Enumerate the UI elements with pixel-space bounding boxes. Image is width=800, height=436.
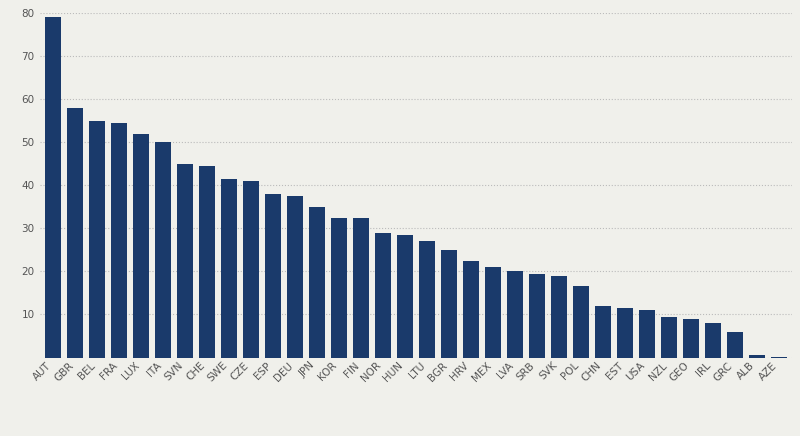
Bar xyxy=(45,17,62,358)
Bar xyxy=(550,276,567,358)
Bar xyxy=(330,218,347,358)
Bar xyxy=(749,354,765,358)
Bar xyxy=(287,196,303,358)
Bar xyxy=(726,332,743,358)
Bar xyxy=(661,317,677,358)
Bar xyxy=(155,142,171,358)
Bar xyxy=(67,108,83,358)
Bar xyxy=(89,121,106,358)
Bar xyxy=(705,323,721,358)
Bar xyxy=(243,181,259,358)
Bar xyxy=(594,306,611,358)
Bar xyxy=(441,250,458,358)
Bar xyxy=(617,308,633,358)
Bar xyxy=(770,357,787,358)
Bar xyxy=(133,133,150,358)
Bar xyxy=(682,319,699,358)
Bar xyxy=(397,235,414,358)
Bar xyxy=(638,310,655,358)
Bar xyxy=(199,166,215,358)
Bar xyxy=(506,271,523,358)
Bar xyxy=(265,194,282,358)
Bar xyxy=(374,233,391,358)
Bar xyxy=(529,273,545,358)
Bar xyxy=(309,207,326,358)
Bar xyxy=(111,123,127,358)
Bar xyxy=(221,179,238,358)
Bar xyxy=(353,218,370,358)
Bar xyxy=(485,267,502,358)
Bar xyxy=(177,164,194,358)
Bar xyxy=(573,286,589,358)
Bar xyxy=(462,261,479,358)
Bar xyxy=(418,241,435,358)
